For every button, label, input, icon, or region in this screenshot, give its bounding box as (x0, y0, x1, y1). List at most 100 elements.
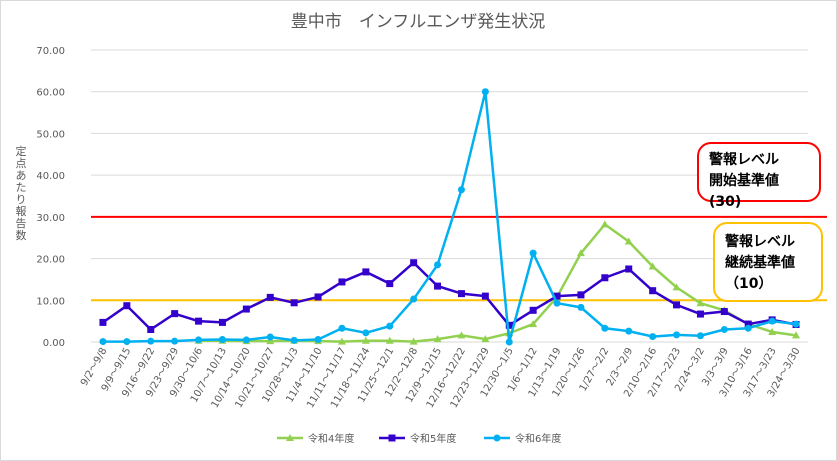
data-point (577, 303, 585, 311)
y-tick-label: 60.00 (36, 88, 65, 99)
y-axis-label-char: り (15, 193, 27, 206)
data-point (171, 310, 179, 318)
data-point (673, 331, 681, 339)
alert-continue-callout: 警報レベル 継続基準値 （10） (713, 222, 823, 302)
data-point (457, 290, 465, 298)
data-point (195, 317, 203, 325)
series-circle (99, 88, 800, 346)
data-point (553, 299, 561, 307)
data-point (99, 318, 107, 326)
data-point (147, 337, 155, 345)
x-axis-ticks: 9/2～9/89/9～9/159/16～9/229/23～9/299/30～10… (79, 346, 803, 410)
y-tick-label: 40.00 (36, 171, 65, 182)
y-tick-label: 50.00 (36, 129, 65, 140)
alert-continue-line3: （10） (725, 276, 773, 292)
data-point (434, 282, 442, 290)
data-point (577, 291, 585, 299)
data-point (720, 308, 728, 316)
data-point (744, 320, 752, 328)
y-tick-label: 30.00 (36, 213, 65, 224)
data-point (409, 337, 418, 345)
data-point (601, 274, 609, 282)
data-point (493, 434, 501, 442)
data-point (123, 338, 131, 346)
series-line (102, 90, 797, 344)
data-point (720, 325, 728, 333)
data-point (481, 88, 489, 96)
data-point (529, 320, 538, 328)
alert-continue-line1: 警報レベル (725, 234, 795, 250)
y-axis-ticks: 0.00 10.00 20.00 30.00 40.00 50.00 60.00 70.00 (36, 46, 65, 349)
data-point (338, 324, 346, 332)
data-point (147, 325, 155, 333)
data-point (481, 335, 490, 343)
data-point (576, 249, 585, 257)
data-point (696, 299, 705, 307)
data-point (696, 310, 704, 318)
y-axis-label-char: た (15, 181, 27, 194)
series-square (99, 259, 800, 333)
legend-label: 令和5年度 (410, 432, 456, 445)
data-point (266, 333, 274, 341)
data-point (457, 186, 465, 194)
y-tick-label: 0.00 (43, 338, 65, 349)
data-point (362, 329, 370, 337)
series-line (198, 223, 797, 343)
data-point (433, 335, 442, 343)
alert-start-line2: 開始基準値(30) (709, 173, 779, 210)
data-point (386, 322, 394, 330)
data-point (457, 331, 466, 339)
series-group (99, 88, 801, 346)
data-point (290, 336, 298, 344)
data-point (792, 331, 801, 339)
data-point (505, 321, 513, 329)
reference-lines (91, 215, 827, 302)
data-point (195, 336, 203, 344)
data-point (481, 292, 489, 300)
data-point (314, 293, 322, 301)
data-point (314, 335, 322, 343)
data-point (99, 338, 107, 346)
data-point (648, 262, 657, 270)
data-point (410, 259, 418, 267)
series-triangle (194, 220, 801, 345)
y-axis-label-char: 報 (15, 205, 27, 218)
y-axis-label: 定点あたり報告数 (14, 146, 28, 242)
data-point (123, 302, 131, 310)
data-point (242, 305, 250, 313)
data-point (624, 237, 633, 245)
data-point (673, 301, 681, 309)
chart-title: 豊中市 インフルエンザ発生状況 (291, 12, 546, 32)
y-axis-label-char: あ (15, 169, 27, 182)
data-point (505, 338, 513, 346)
data-point (337, 337, 346, 345)
data-point (218, 318, 226, 326)
data-point (386, 280, 394, 288)
data-point (792, 320, 800, 328)
data-point (625, 327, 633, 335)
data-point (649, 333, 657, 341)
legend-label: 令和4年度 (308, 432, 354, 445)
series-line (102, 261, 797, 331)
data-point (385, 336, 394, 344)
y-axis-label-char: 定 (15, 145, 27, 158)
data-point (672, 283, 681, 291)
data-point (171, 337, 179, 345)
y-axis-label-char: 点 (15, 157, 27, 170)
data-point (286, 434, 294, 441)
data-point (434, 261, 442, 269)
legend-label: 令和6年度 (515, 432, 561, 445)
y-axis-label-char: 数 (15, 229, 27, 242)
data-point (266, 337, 275, 345)
data-point (529, 249, 537, 257)
data-point (218, 335, 226, 343)
alert-start-line1: 警報レベル (709, 152, 779, 168)
alert-start-callout: 警報レベル 開始基準値(30) (697, 142, 821, 210)
data-point (290, 299, 298, 307)
data-point (601, 324, 609, 332)
data-point (410, 295, 418, 303)
data-point (242, 336, 250, 344)
data-point (362, 268, 370, 276)
